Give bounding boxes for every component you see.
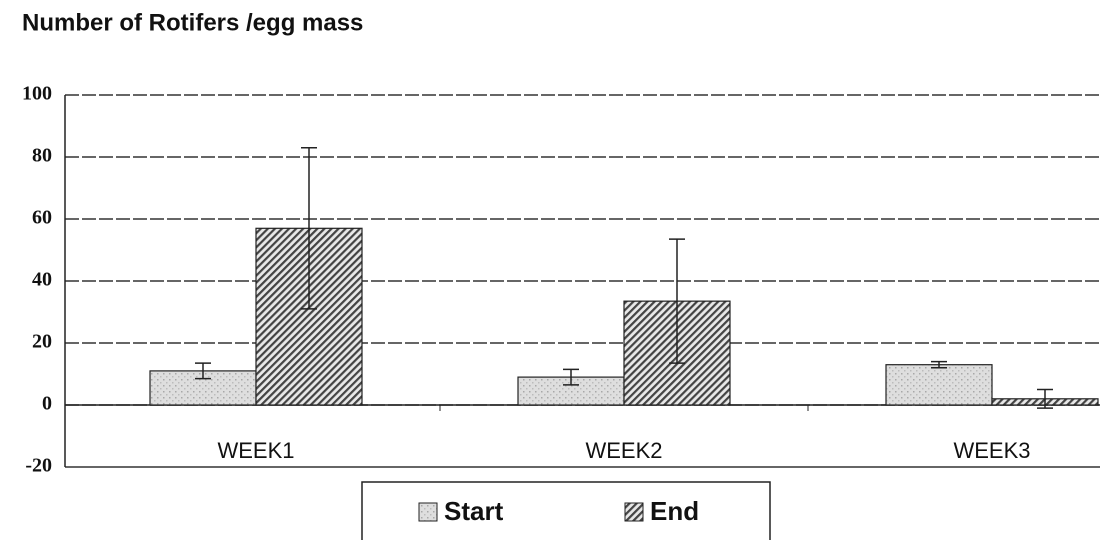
x-tick-label: WEEK1 <box>217 438 294 463</box>
chart-title: Number of Rotifers /egg mass <box>22 9 363 36</box>
error-bar <box>301 146 317 310</box>
y-tick-label: 40 <box>32 269 52 291</box>
error-bar <box>931 360 947 369</box>
y-tick-label: -20 <box>25 455 52 477</box>
y-tick-label: 60 <box>32 207 52 229</box>
x-tick-label: WEEK3 <box>953 438 1030 463</box>
legend-swatch <box>624 502 644 522</box>
legend-swatch <box>418 502 438 522</box>
y-tick-label: 0 <box>42 393 52 415</box>
legend-label: End <box>650 496 699 526</box>
error-bar <box>669 238 685 364</box>
y-tick-label: 20 <box>32 331 52 353</box>
legend-label: Start <box>444 496 504 526</box>
error-bar <box>195 362 211 380</box>
bar <box>885 364 993 406</box>
y-tick-label: 100 <box>22 83 52 105</box>
error-bar <box>1037 388 1053 409</box>
y-tick-label: 80 <box>32 145 52 167</box>
x-tick-label: WEEK2 <box>585 438 662 463</box>
error-bar <box>563 368 579 386</box>
